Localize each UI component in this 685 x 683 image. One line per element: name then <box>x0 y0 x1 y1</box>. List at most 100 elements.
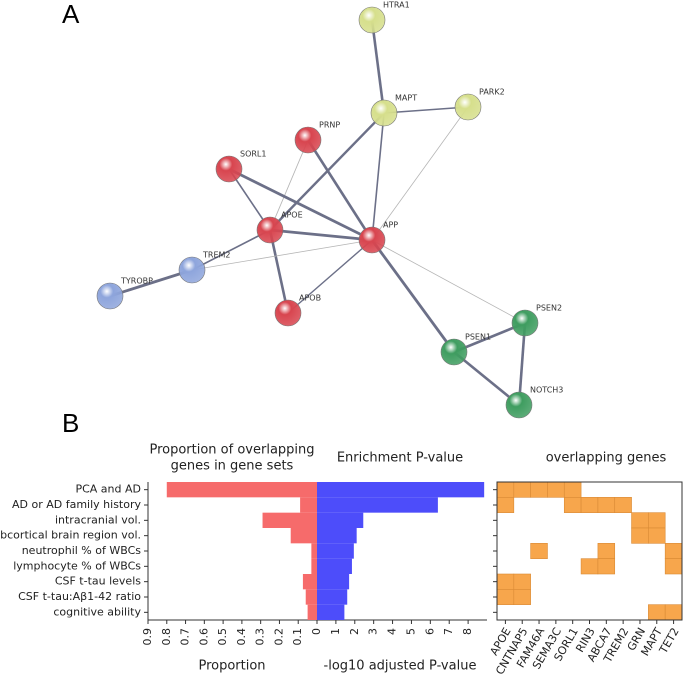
category-label: intracranial vol. <box>55 513 141 526</box>
heatmap-cell <box>631 527 649 544</box>
heatmap-cell <box>564 513 581 528</box>
heatmap-cell <box>547 589 564 604</box>
network-node <box>511 309 539 337</box>
heatmap-cell <box>615 482 632 497</box>
network-edge <box>191 239 373 271</box>
heatmap-cell <box>632 482 649 497</box>
network-node <box>215 155 243 183</box>
bar <box>311 543 317 559</box>
network-node <box>274 299 302 327</box>
network-edge <box>109 268 193 298</box>
heatmap-cell <box>531 497 548 512</box>
heatmap-cell <box>581 513 598 528</box>
heatmap-cell <box>547 574 564 589</box>
heatmap-cell <box>598 605 615 620</box>
network-edge <box>453 350 520 407</box>
x-tick-label: 8 <box>461 628 474 635</box>
chart-title: overlapping genes <box>546 451 667 466</box>
category-label: CSF t-tau levels <box>55 575 141 588</box>
heatmap-cell <box>514 513 531 528</box>
network-edge <box>383 106 469 114</box>
heatmap-cell <box>664 558 683 575</box>
heatmap-cell <box>648 497 665 512</box>
heatmap-cell <box>496 589 515 605</box>
bar <box>307 604 317 620</box>
heatmap-cell <box>597 497 616 513</box>
heatmap-cell <box>513 573 531 590</box>
heatmap-cell <box>564 605 581 620</box>
heatmap-cell <box>514 559 531 574</box>
category-label: cognitive ability <box>53 605 141 618</box>
network-node <box>440 338 468 366</box>
x-tick-label: 0.9 <box>141 628 154 646</box>
network-edge <box>370 239 456 353</box>
heatmap-cell <box>615 513 632 528</box>
network-edge <box>370 19 386 114</box>
heatmap-cell <box>514 528 531 543</box>
heatmap-cell <box>530 481 548 498</box>
network-node <box>256 216 284 244</box>
network-node <box>178 256 206 284</box>
node-label: HTRA1 <box>383 1 410 10</box>
heatmap-cell <box>632 543 649 558</box>
bar <box>317 574 350 590</box>
node-label: APP <box>383 221 398 230</box>
category-label: CSF t-tau:Aβ1-42 ratio <box>18 590 141 603</box>
category-label: neutrophil % of WBCs <box>22 544 142 557</box>
bar <box>317 589 348 605</box>
heatmap-cell <box>564 589 581 604</box>
heatmap-cell <box>531 574 548 589</box>
heatmap-cell <box>547 559 564 574</box>
node-label: PSEN2 <box>536 304 562 313</box>
heatmap-cell <box>581 574 598 589</box>
heatmap-cell <box>648 527 666 544</box>
bar <box>262 512 317 528</box>
heatmap-cell <box>665 497 682 512</box>
heatmap-cell <box>530 543 548 559</box>
x-tick-label: 0.7 <box>179 628 192 646</box>
heatmap-cell <box>514 497 531 512</box>
x-tick-label: 3 <box>367 628 380 635</box>
heatmap-cell <box>496 573 515 590</box>
heatmap-cell <box>664 604 683 621</box>
chart-title: Enrichment P-value <box>337 451 463 466</box>
network-edge <box>306 139 374 241</box>
network-edge <box>268 229 290 314</box>
panel-label: A <box>62 0 80 29</box>
bar <box>317 497 438 513</box>
category-label: lymphocyte % of WBCs <box>13 559 141 572</box>
bar <box>317 543 354 559</box>
node-label: PRNP <box>319 121 340 130</box>
heatmap-cell <box>665 513 682 528</box>
heatmap-cell <box>648 559 665 574</box>
category-label: PCA and AD <box>75 483 141 496</box>
heatmap-cell <box>497 559 514 574</box>
node-label: TYROBP <box>120 277 153 286</box>
node-label: TREM2 <box>202 251 231 260</box>
x-tick-label: 0.8 <box>160 628 173 646</box>
heatmap-cell <box>531 528 548 543</box>
heatmap-cell <box>665 482 682 497</box>
x-tick-label: 0.5 <box>216 628 229 646</box>
heatmap-cell <box>615 605 632 620</box>
heatmap-cell <box>497 543 514 558</box>
heatmap-cell <box>665 574 682 589</box>
network-edge <box>371 239 526 324</box>
x-tick-label: 1 <box>329 628 342 635</box>
x-tick-label: 0.4 <box>235 628 248 646</box>
heatmap-cell <box>513 481 531 498</box>
heatmap-cell <box>581 605 598 620</box>
heatmap-cell <box>531 513 548 528</box>
heatmap-cell <box>580 497 599 513</box>
heatmap-cell <box>648 482 665 497</box>
network-node <box>358 226 386 254</box>
heatmap-cell <box>564 574 581 589</box>
bar <box>166 482 317 498</box>
heatmap-cell <box>648 589 665 604</box>
network-edge <box>287 239 373 314</box>
heatmap-cell <box>597 543 616 559</box>
chart-title: genes in gene sets <box>171 459 294 474</box>
heatmap-cell <box>615 574 632 589</box>
category-label: AD or AD family history <box>12 498 142 511</box>
heatmap-cell <box>615 559 632 574</box>
